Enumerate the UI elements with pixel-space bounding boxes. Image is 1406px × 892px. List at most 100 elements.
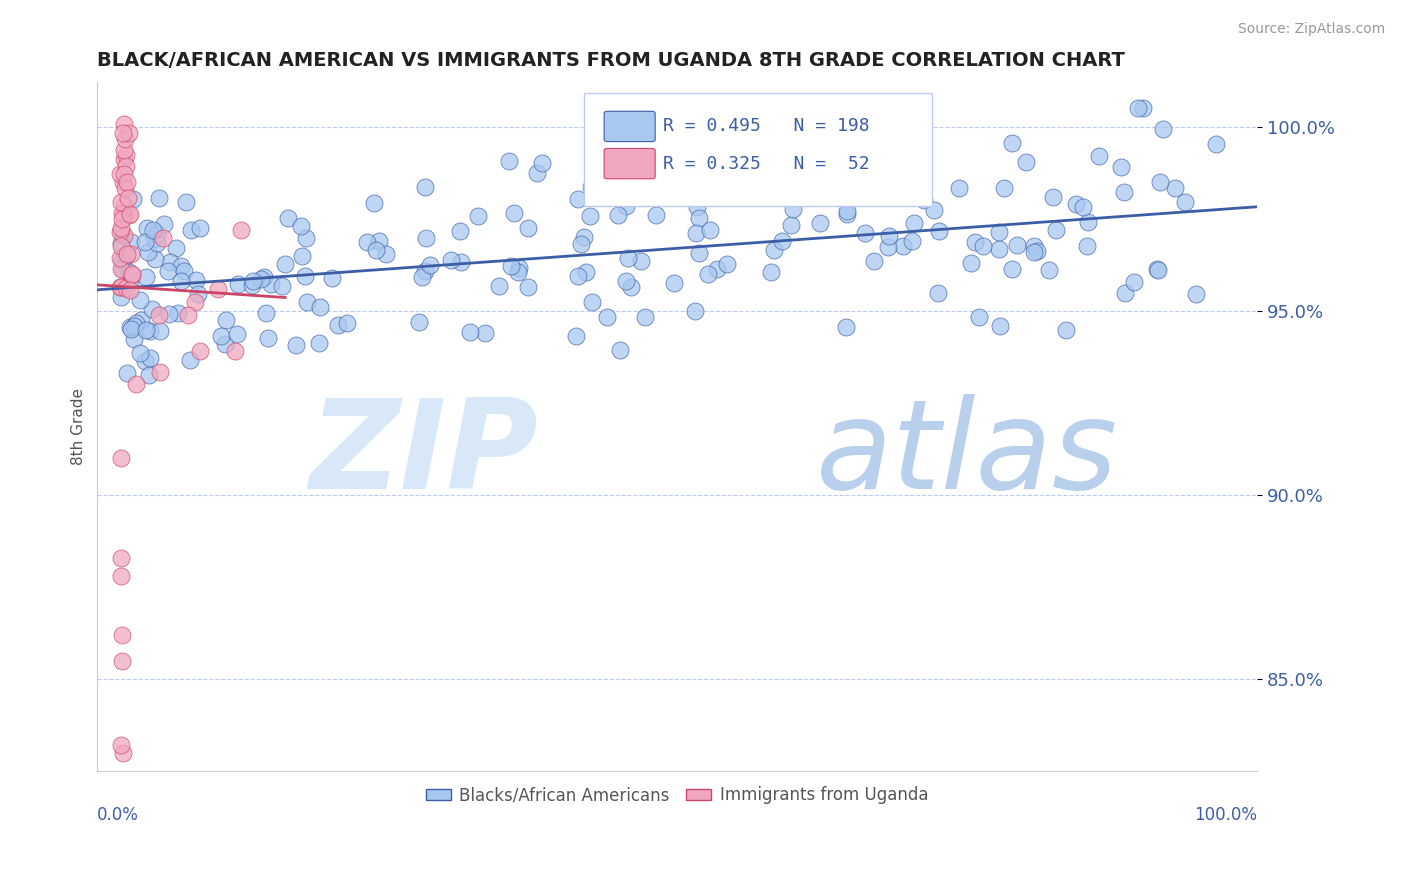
Point (128, 293, 150, 307)
FancyBboxPatch shape (605, 112, 655, 142)
Point (609, 343, 631, 358)
Point (165, 241, 187, 255)
Point (120, 247, 142, 261)
Point (110, 167, 132, 181)
Point (291, 249, 314, 263)
Point (111, 654, 134, 668)
Text: atlas: atlas (817, 393, 1119, 515)
Point (253, 269, 276, 284)
Point (108, 280, 131, 294)
Point (1001, 261, 1024, 276)
Point (187, 287, 209, 301)
Point (111, 211, 134, 226)
Point (581, 294, 603, 309)
Point (110, 280, 132, 294)
Point (770, 234, 793, 248)
Point (1152, 121, 1174, 136)
Point (685, 226, 707, 240)
Point (837, 204, 859, 219)
Point (336, 316, 359, 330)
Point (121, 268, 143, 283)
Point (117, 366, 139, 380)
Point (184, 273, 207, 287)
Point (1146, 261, 1168, 276)
Point (1025, 244, 1047, 258)
Point (366, 243, 388, 257)
Point (900, 235, 922, 249)
Point (508, 260, 530, 275)
Point (157, 263, 180, 277)
Point (620, 174, 643, 188)
Point (226, 326, 249, 341)
Point (111, 253, 134, 268)
Point (110, 235, 132, 250)
Point (506, 265, 529, 279)
Point (148, 191, 170, 205)
Point (1071, 200, 1094, 214)
Point (579, 180, 602, 194)
Point (115, 247, 138, 261)
Point (877, 228, 900, 243)
Point (1149, 175, 1171, 189)
Point (326, 318, 349, 333)
Point (121, 267, 143, 281)
Point (139, 324, 162, 338)
Point (1015, 155, 1038, 169)
Point (499, 260, 522, 274)
Point (419, 259, 441, 273)
Point (1038, 263, 1060, 277)
Point (145, 235, 167, 250)
Point (413, 179, 436, 194)
Point (706, 262, 728, 277)
Point (572, 229, 595, 244)
Point (129, 313, 152, 327)
Point (1128, 101, 1150, 115)
Point (965, 235, 987, 250)
Point (842, 166, 865, 180)
Point (207, 282, 229, 296)
Point (242, 275, 264, 289)
Point (988, 318, 1011, 333)
Point (114, 281, 136, 295)
Point (516, 280, 538, 294)
Point (1045, 223, 1067, 237)
Point (110, 569, 132, 583)
Point (903, 181, 925, 195)
Point (273, 257, 295, 271)
Point (285, 337, 308, 351)
Point (450, 254, 472, 268)
Point (110, 262, 132, 277)
Point (114, 228, 136, 243)
Point (224, 344, 246, 359)
Point (853, 226, 876, 240)
Point (118, 320, 141, 334)
Point (135, 270, 157, 285)
Point (415, 230, 437, 244)
Point (176, 194, 198, 209)
Point (645, 208, 668, 222)
Point (117, 265, 139, 279)
Point (927, 285, 949, 300)
Text: R = 0.495   N = 198: R = 0.495 N = 198 (664, 117, 870, 135)
Point (948, 181, 970, 195)
Y-axis label: 8th Grade: 8th Grade (72, 388, 86, 466)
Point (569, 236, 592, 251)
Point (922, 203, 945, 218)
Point (209, 328, 232, 343)
Point (575, 265, 598, 279)
Point (579, 209, 602, 223)
Point (135, 323, 157, 337)
Point (488, 278, 510, 293)
Point (1123, 275, 1146, 289)
Point (630, 254, 652, 268)
Point (567, 269, 589, 284)
Point (308, 336, 330, 351)
Point (1112, 186, 1135, 200)
Point (1114, 286, 1136, 301)
Point (111, 206, 134, 220)
Point (110, 195, 132, 210)
Point (114, 181, 136, 195)
Point (231, 223, 253, 237)
Point (413, 264, 436, 278)
Point (124, 332, 146, 346)
